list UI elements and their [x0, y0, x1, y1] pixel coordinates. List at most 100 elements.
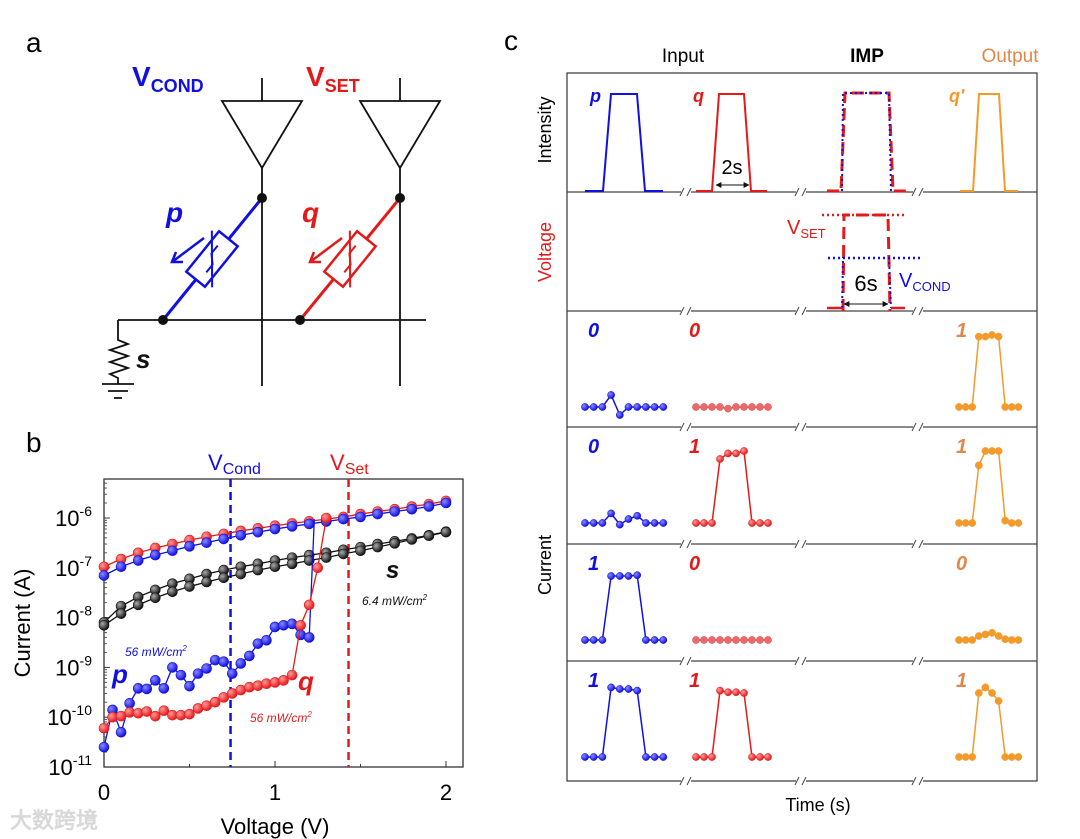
logic-value-q: 0	[689, 553, 700, 575]
v-set-pulse	[841, 213, 892, 312]
node-dot	[395, 193, 405, 203]
data-point	[372, 508, 383, 520]
axis-break-icon	[911, 422, 917, 432]
data-point	[303, 518, 315, 530]
current-point	[1014, 753, 1023, 761]
current-point	[581, 636, 589, 644]
current-point	[1007, 403, 1016, 411]
x-tick-label: 2	[440, 780, 452, 805]
data-point	[158, 683, 170, 694]
light-arrow-q-icon	[309, 237, 343, 263]
current-point	[700, 753, 708, 761]
axis-break-icon	[794, 539, 800, 549]
row-dividers	[567, 187, 1037, 786]
axis-break-icon	[686, 422, 692, 432]
axis-break-icon	[679, 306, 685, 316]
y-tick-base: 10	[48, 755, 72, 780]
current-point	[1001, 403, 1010, 411]
current-point	[700, 519, 708, 527]
data-point	[278, 675, 289, 686]
current-point	[650, 403, 659, 411]
current-point	[968, 636, 977, 644]
current-point	[650, 636, 659, 644]
data-point	[201, 663, 212, 674]
memristor-p	[161, 197, 264, 321]
p-label: p	[165, 197, 183, 228]
current-point	[764, 636, 772, 644]
axis-break-icon	[679, 776, 685, 786]
series-p-high	[98, 497, 452, 581]
logic-value-out: 1	[956, 670, 967, 692]
logic-value-out: 1	[956, 320, 967, 342]
y-axis-label: Current (A)	[10, 569, 35, 678]
v-cond-label: VCOND	[132, 61, 204, 96]
pulse-imp-blue	[841, 92, 892, 192]
s-intensity-label: 6.4 mW/cm2	[362, 593, 428, 608]
data-point	[286, 558, 298, 570]
current-point	[624, 685, 633, 693]
current-trace-q	[696, 450, 768, 524]
current-point	[581, 753, 589, 761]
data-point	[295, 620, 306, 631]
logic-value-p: 0	[588, 436, 599, 458]
axis-break-gap	[796, 189, 806, 195]
y-tick-label: 10-8	[55, 603, 92, 631]
data-point	[269, 561, 281, 573]
current-point	[615, 572, 624, 580]
axis-break-gap	[681, 308, 691, 314]
current-point	[756, 403, 764, 411]
current-point	[994, 697, 1003, 705]
logic-value-out: 0	[956, 553, 967, 575]
current-point	[988, 628, 996, 637]
current-point	[598, 403, 607, 411]
current-point	[642, 519, 650, 527]
pulse-output	[960, 93, 1018, 192]
pulse-width-label: 2s	[721, 157, 742, 179]
axis-break-icon	[918, 422, 924, 432]
current-point	[748, 519, 756, 527]
row-label-intensity: Intensity	[535, 96, 555, 163]
v-cond-row-label: VCOND	[899, 270, 951, 294]
logic-value-q: 1	[689, 436, 700, 458]
axis-break-gap	[796, 778, 806, 784]
axis-break-gap	[913, 778, 923, 784]
current-point	[633, 403, 642, 411]
data-point	[124, 698, 135, 709]
y-tick-base: 10	[55, 506, 79, 531]
axis-break-gap	[681, 424, 691, 430]
current-point	[708, 753, 716, 761]
data-point	[201, 576, 212, 588]
axis-break-icon	[794, 306, 800, 316]
current-point	[700, 636, 708, 644]
current-point	[732, 449, 740, 458]
axis-break-gap	[796, 658, 806, 664]
current-point	[589, 753, 598, 761]
light-arrow-p-icon	[171, 237, 205, 263]
header-imp: IMP	[850, 46, 884, 67]
data-point	[132, 555, 144, 566]
v-set-row-label: VSET	[787, 217, 826, 241]
axis-break-icon	[801, 187, 807, 197]
x-tick-label: 1	[269, 780, 281, 805]
data-point	[201, 537, 212, 548]
current-point	[732, 636, 740, 644]
current-point	[692, 636, 700, 644]
data-point	[372, 541, 383, 553]
current-trace-p	[585, 686, 664, 758]
data-point	[150, 675, 161, 686]
v-set-line-label: VSet	[330, 450, 369, 478]
p-curve-label: p	[111, 659, 128, 689]
data-point	[286, 521, 298, 532]
axis-break-icon	[801, 776, 807, 786]
current-point	[724, 688, 732, 697]
y-tick-label: 10-9	[55, 652, 92, 680]
current-point	[716, 636, 724, 644]
current-trace-out	[959, 334, 1019, 408]
current-point	[955, 519, 963, 527]
current-point	[692, 519, 700, 527]
current-point	[748, 403, 756, 411]
x-axis-label: Voltage (V)	[221, 814, 330, 839]
panel-b-label: b	[26, 427, 42, 458]
data-point	[132, 707, 144, 719]
y-tick-base: 10	[55, 606, 79, 631]
